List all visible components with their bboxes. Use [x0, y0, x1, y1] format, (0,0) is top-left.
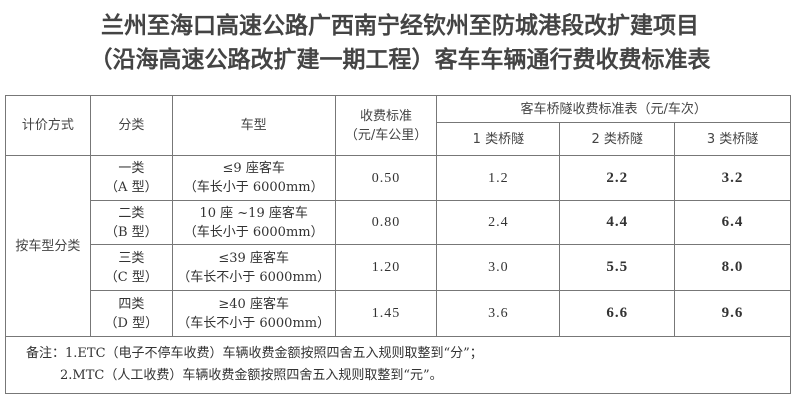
rate-cell: 1.20: [334, 244, 438, 291]
vehicle-seats: 10 座 ~19 座客车: [199, 205, 308, 221]
table-row: 二类 （B 型） 10 座 ~19 座客车 （车长小于 6000mm） 0.80 2…: [6, 200, 791, 245]
pricing-method-cell: 按车型分类: [5, 155, 91, 337]
class-type: （A 型）: [105, 180, 158, 195]
tunnel-3-cell: 8.0: [674, 244, 791, 291]
vehicle-length: （车长小于 6000mm）: [183, 180, 324, 195]
vehicle-cell: ≤39 座客车 （车长不小于 6000mm）: [171, 244, 336, 291]
header-rate: 收费标准 （元/车公里）: [334, 95, 438, 156]
header-tunnel-2: 2 类桥隧: [559, 122, 676, 156]
tunnel-2-cell: 6.6: [559, 290, 676, 337]
vehicle-length: （车长小于 6000mm）: [183, 224, 324, 240]
vehicle-seats: ≤9 座客车: [222, 161, 285, 176]
header-rate-line2: （元/车公里）: [344, 127, 428, 143]
vehicle-length: （车长不小于 6000mm）: [177, 315, 331, 331]
tunnel-1-cell: 3.0: [436, 244, 561, 291]
note-2: 2.MTC（人工收费）车辆收费金额按照四舍五入规则取整到“元”。: [60, 368, 443, 383]
notes-cell: 备注：1.ETC（电子不停车收费）车辆收费金额按照四舍五入规则取整到“分”； 2…: [5, 336, 791, 394]
document-title-line1: 兰州至海口高速公路广西南宁经钦州至防城港段改扩建项目: [101, 13, 699, 39]
vehicle-cell: 10 座 ~19 座客车 （车长小于 6000mm）: [171, 200, 336, 245]
header-pricing-method: 计价方式: [5, 95, 91, 156]
header-rate-line1: 收费标准: [360, 108, 413, 124]
table-row: 三类 （C 型） ≤39 座客车 （车长不小于 6000mm） 1.20 3.0 5…: [6, 244, 791, 291]
class-type: （C 型）: [104, 269, 158, 285]
header-tunnel-group: 客车桥隧收费标准表（元/车次）: [436, 95, 791, 123]
rate-cell: 0.80: [334, 200, 438, 245]
tunnel-2-cell: 5.5: [559, 244, 676, 291]
rate-cell: 0.50: [334, 155, 438, 201]
rate-cell: 1.45: [334, 290, 438, 337]
vehicle-cell: ≤9 座客车 （车长小于 6000mm）: [171, 155, 336, 201]
tunnel-3-cell: 6.4: [674, 200, 791, 245]
header-tunnel-3: 3 类桥隧: [674, 122, 791, 156]
tunnel-3-cell: 9.6: [674, 290, 791, 337]
tunnel-1-cell: 1.2: [436, 155, 561, 201]
class-name: 一类: [118, 161, 145, 176]
class-name: 三类: [118, 250, 145, 266]
toll-rate-table: 计价方式 分类 车型 收费标准 （元/车公里） 客车桥隧收费标准表（元/车次） …: [5, 95, 791, 394]
class-type: （D 型）: [104, 315, 159, 331]
vehicle-cell: ≥40 座客车 （车长不小于 6000mm）: [171, 290, 336, 337]
class-cell: 三类 （C 型）: [89, 244, 173, 291]
table-row: 按车型分类 一类 （A 型） ≤9 座客车 （车长小于 6000mm） 0.50 1…: [5, 155, 791, 337]
class-cell: 二类 （B 型）: [89, 200, 173, 245]
class-cell: 四类 （D 型）: [89, 290, 173, 337]
vehicle-seats: ≥40 座客车: [218, 296, 289, 312]
vehicle-length: （车长不小于 6000mm）: [177, 269, 331, 285]
class-type: （B 型）: [104, 224, 158, 240]
tunnel-2-cell: 2.2: [559, 155, 676, 201]
class-cell: 一类 （A 型）: [89, 155, 173, 201]
tunnel-1-cell: 3.6: [436, 290, 561, 337]
table-row: 四类 （D 型） ≥40 座客车 （车长不小于 6000mm） 1.45 3.6 6…: [6, 290, 791, 337]
tunnel-2-cell: 4.4: [559, 200, 676, 245]
header-category: 分类: [89, 95, 173, 156]
class-name: 二类: [118, 205, 145, 221]
note-1: 备注：1.ETC（电子不停车收费）车辆收费金额按照四舍五入规则取整到“分”；: [26, 346, 483, 361]
tunnel-1-cell: 2.4: [436, 200, 561, 245]
header-vehicle-type: 车型: [171, 95, 336, 156]
class-name: 四类: [118, 296, 145, 312]
document-title-line2: （沿海高速公路改扩建一期工程）客车车辆通行费收费标准表: [89, 47, 711, 73]
vehicle-seats: ≤39 座客车: [218, 250, 289, 266]
header-tunnel-1: 1 类桥隧: [436, 122, 561, 156]
tunnel-3-cell: 3.2: [674, 155, 791, 201]
